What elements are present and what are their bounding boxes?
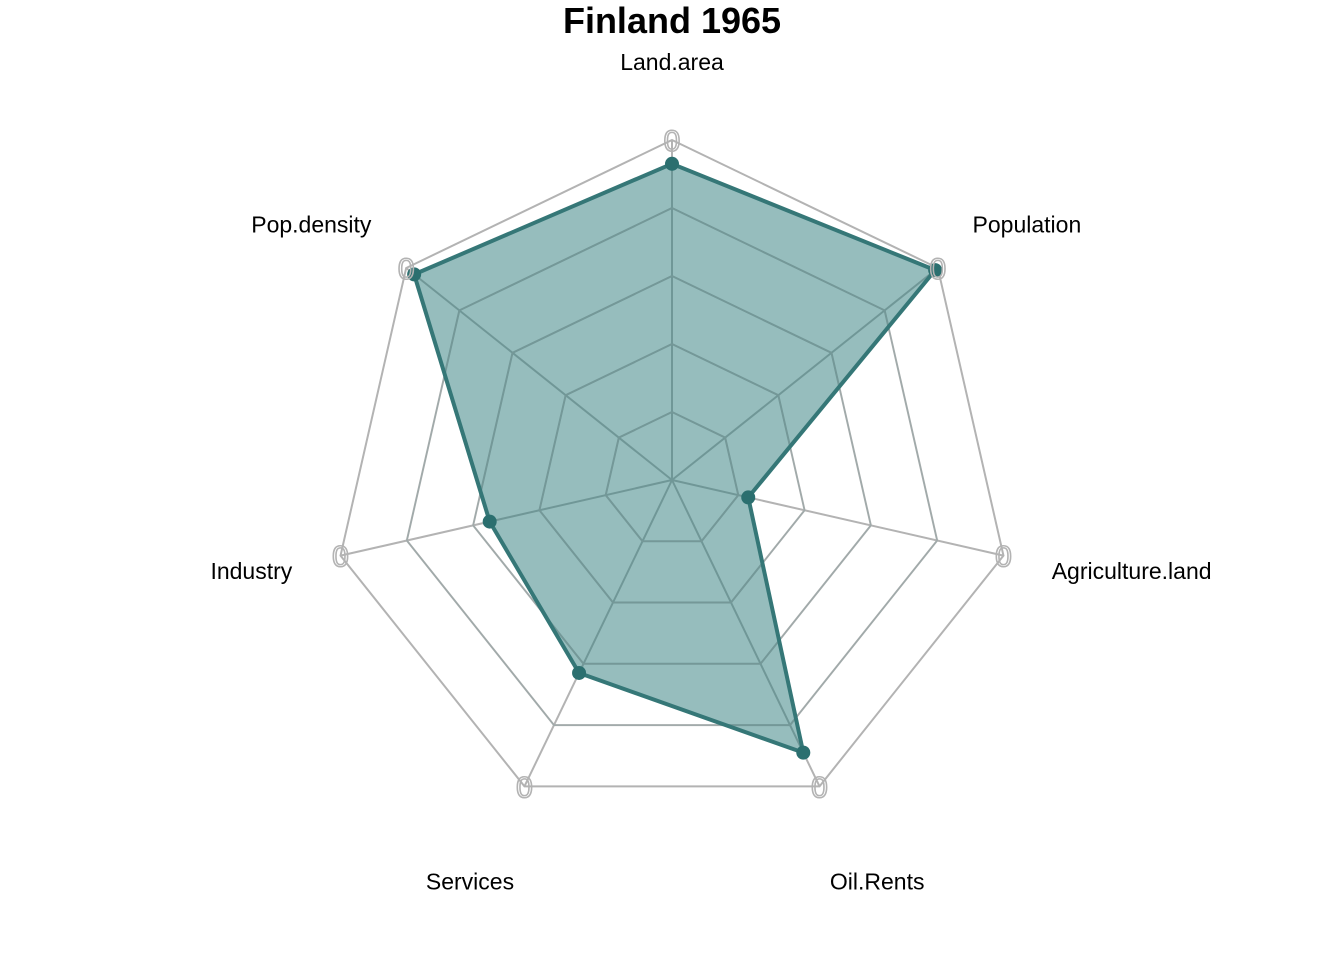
- chart-title: Finland 1965: [562, 0, 782, 41]
- axis-label-pop-density: Pop.density: [251, 211, 372, 237]
- data-point-services: [572, 665, 587, 680]
- axis-label-population: Population: [973, 211, 1082, 237]
- ring-tick-label-1: 0: [664, 125, 681, 158]
- series-layer: [406, 156, 943, 760]
- grid-ring-outer: [339, 138, 1005, 788]
- axis-label-agriculture-land: Agriculture.land: [1052, 558, 1212, 584]
- series-area: [414, 163, 936, 753]
- ring-tick-label-3: 0: [995, 541, 1012, 574]
- data-point-land-area: [665, 156, 679, 171]
- ring-tick-label-6: 0: [332, 541, 349, 574]
- series-line: [412, 161, 938, 755]
- grid-ring-overlay-3: [472, 275, 872, 665]
- grid-ring-overlay-2: [538, 343, 806, 604]
- data-point-pop-density: [407, 267, 422, 282]
- ring-tick-label-4: 0: [811, 771, 828, 804]
- grid-ring-overlay-1: [604, 411, 740, 543]
- axis-label-oil-rents: Oil.Rents: [830, 868, 925, 894]
- data-point-agriculture-land: [741, 490, 756, 505]
- axis-label-services: Services: [426, 868, 514, 894]
- data-point-population: [928, 263, 943, 278]
- axis-label-land-area: Land.area: [620, 49, 724, 75]
- ring-tick-label-5: 0: [516, 771, 533, 804]
- axis-label-industry: Industry: [210, 558, 292, 584]
- ring-tick-labels: 0 0 0 0 0 0 0: [331, 124, 1012, 805]
- data-point-oil-rents: [796, 745, 811, 760]
- ring-tick-label-2: 0: [929, 253, 946, 286]
- data-point-industry: [482, 514, 497, 529]
- ring-tick-label-7: 0: [398, 253, 415, 286]
- axis-labels: Land.area Population Agriculture.land Oil.R…: [210, 49, 1211, 894]
- grid-ring-overlay-4: [406, 207, 938, 726]
